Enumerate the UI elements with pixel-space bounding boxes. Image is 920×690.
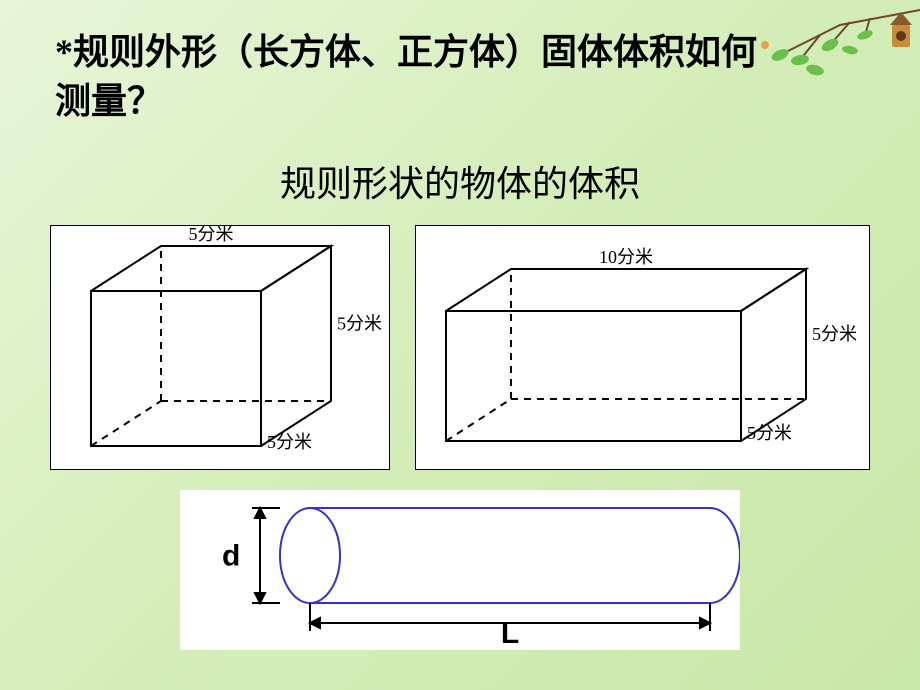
svg-text:5分米: 5分米	[337, 314, 382, 334]
slide: *规则外形（长方体、正方体）固体体积如何测量？ 规则形状的物体的体积 5分米 5…	[0, 0, 920, 690]
page-title: *规则外形（长方体、正方体）固体体积如何测量？	[55, 28, 760, 125]
cylinder-row: d L	[0, 490, 920, 650]
svg-text:5分米: 5分米	[189, 226, 234, 244]
figure-row: 5分米 5分米 5分米 10分米 5分米 5分米	[50, 225, 870, 470]
svg-text:5分米: 5分米	[747, 423, 792, 443]
svg-text:5分米: 5分米	[812, 324, 857, 344]
page-subtitle: 规则形状的物体的体积	[0, 155, 920, 207]
cube-figure: 5分米 5分米 5分米	[50, 225, 390, 470]
cylinder-figure: d L	[180, 490, 740, 650]
svg-text:L: L	[501, 617, 519, 650]
svg-text:10分米: 10分米	[599, 247, 653, 267]
cuboid-figure: 10分米 5分米 5分米	[415, 225, 870, 470]
svg-text:5分米: 5分米	[267, 432, 312, 452]
svg-text:d: d	[222, 540, 240, 573]
